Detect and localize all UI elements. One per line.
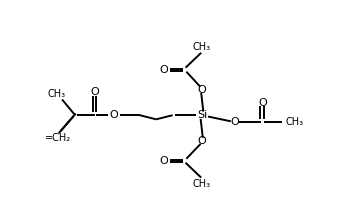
Text: CH₃: CH₃ bbox=[47, 89, 65, 99]
Text: O: O bbox=[159, 156, 168, 166]
Text: O: O bbox=[230, 117, 239, 127]
Text: O: O bbox=[91, 87, 99, 97]
Text: CH₃: CH₃ bbox=[193, 42, 211, 52]
Text: =CH₂: =CH₂ bbox=[45, 132, 72, 143]
Text: O: O bbox=[198, 136, 206, 146]
Text: O: O bbox=[258, 98, 267, 108]
Text: O: O bbox=[198, 84, 206, 95]
Text: CH₃: CH₃ bbox=[286, 117, 304, 127]
Text: O: O bbox=[159, 65, 168, 75]
Text: O: O bbox=[109, 110, 118, 120]
Text: Si: Si bbox=[197, 110, 207, 120]
Text: CH₃: CH₃ bbox=[193, 179, 211, 189]
